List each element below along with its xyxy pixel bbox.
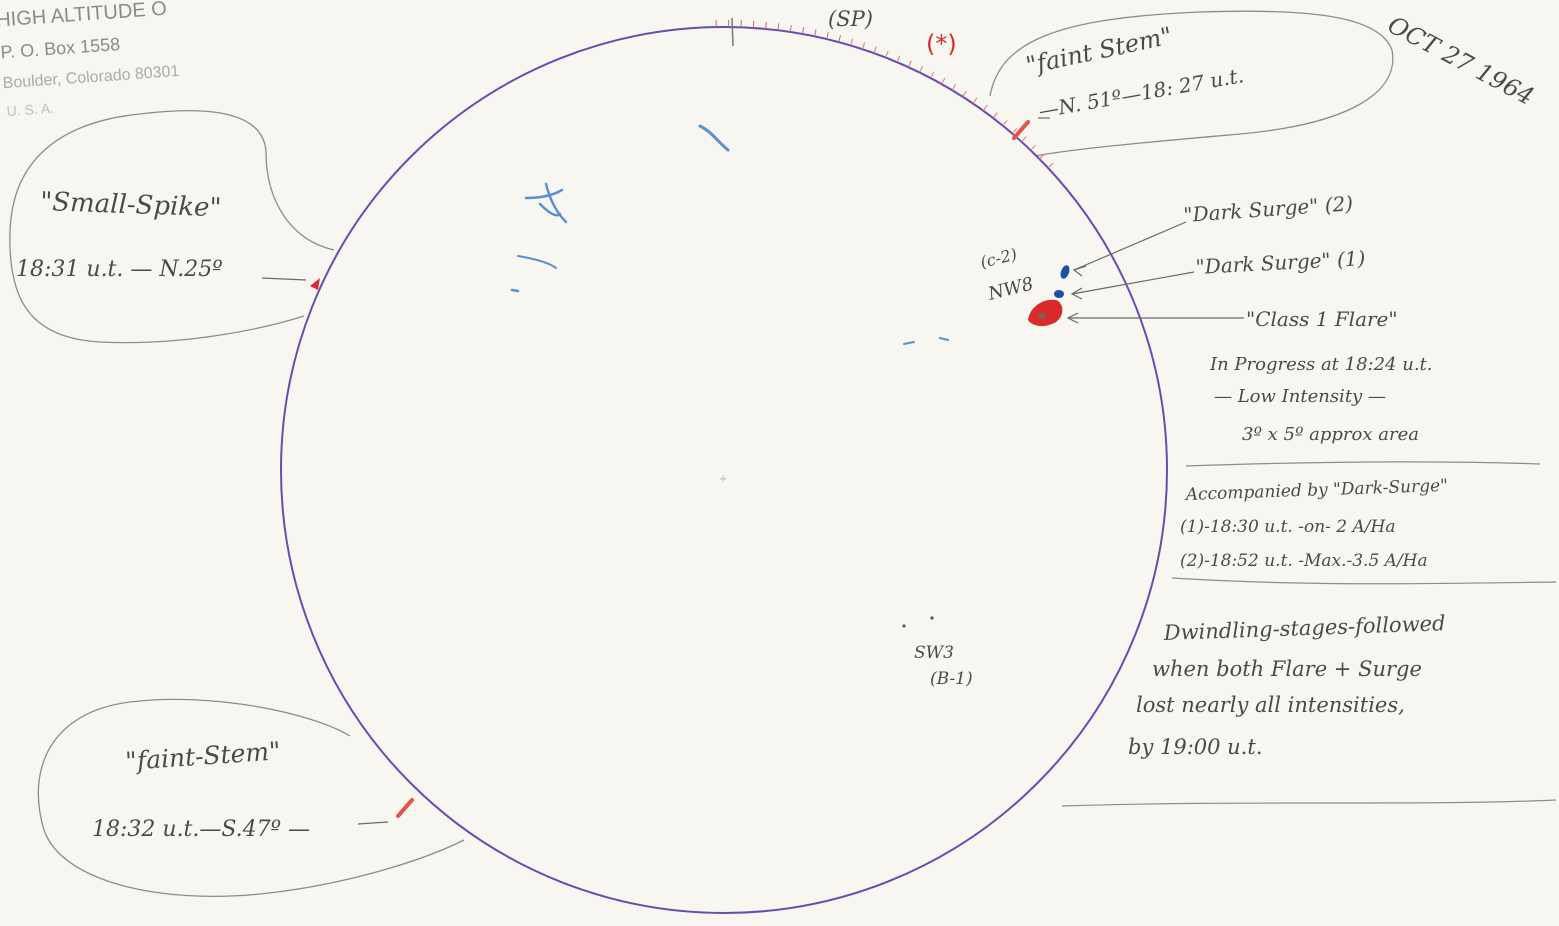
- limb-tick: [919, 65, 924, 73]
- limb-tick: [896, 55, 901, 63]
- sp-label: (SP): [828, 7, 873, 31]
- flare-detail-line-3: 3º x 5º approx area: [1242, 424, 1419, 445]
- nw8-label: NW8: [985, 273, 1035, 305]
- limb-tick: [1002, 119, 1008, 127]
- letterhead-line-3: Boulder, Colorado 80301: [2, 63, 180, 92]
- dark-surge-1-label: "Dark Surge" (1): [1195, 246, 1366, 279]
- limb-tick: [838, 35, 841, 43]
- accompanied-line-1: Accompanied by "Dark-Surge": [1183, 476, 1448, 505]
- limb-tick: [951, 84, 957, 91]
- faint-stem-north-title: "faint Stem": [1023, 22, 1174, 80]
- limb-tick: [789, 25, 792, 33]
- limb-tick: [861, 42, 866, 50]
- region-sw3-dots: [902, 616, 934, 628]
- flare-detail-line-2: — Low Intensity —: [1214, 386, 1386, 407]
- small-spike-title: "Small-Spike": [40, 187, 222, 223]
- limb-tick: [1047, 162, 1054, 169]
- filaments: [510, 124, 949, 345]
- flare-core: [1038, 313, 1046, 319]
- star-marker-label: (*): [926, 30, 957, 58]
- dark-surge-1-mark: [1054, 290, 1064, 298]
- solar-disk-limb: [280, 26, 1168, 914]
- section-rule-1: [1185, 461, 1541, 467]
- faint-stem-south-bubble: [37, 698, 465, 897]
- sw3-label: SW3: [914, 643, 954, 663]
- limb-tick: [826, 32, 829, 40]
- class1-flare-label: "Class 1 Flare": [1246, 307, 1398, 331]
- faint-stem-north-mark: [1012, 120, 1030, 140]
- flare-mark: [1028, 299, 1063, 327]
- flare-detail-line-1: In Progress at 18:24 u.t.: [1209, 354, 1433, 375]
- letterhead-line-1: HIGH ALTITUDE O: [0, 0, 167, 32]
- small-spike-mark: [310, 278, 320, 290]
- limb-tick: [982, 104, 988, 111]
- letterhead: HIGH ALTITUDE O P. O. Box 1558 Boulder, …: [0, 0, 180, 119]
- limb-hatching: [715, 19, 1054, 169]
- annotation-leaders: [261, 117, 1244, 825]
- dark-surge-2-label: "Dark Surge" (2): [1183, 191, 1354, 227]
- dwindle-line-1: Dwindling-stages-followed: [1162, 611, 1445, 645]
- sw3-code-label: (B-1): [930, 669, 973, 689]
- limb-tick: [850, 38, 854, 46]
- limb-tick: [962, 90, 967, 98]
- limb-tick: [907, 60, 912, 68]
- section-rule-3: [1061, 799, 1557, 807]
- faint-stem-south-mark: [396, 798, 414, 818]
- accompanied-line-2: (1)-18:30 u.t. -on- 2 A/Ha: [1180, 517, 1395, 537]
- limb-tick: [814, 29, 817, 37]
- limb-tick: [972, 97, 978, 104]
- dwindle-line-3: lost nearly all intensities,: [1136, 693, 1405, 717]
- limb-tick: [930, 71, 935, 79]
- section-rule-2: [1171, 577, 1557, 585]
- accompanied-line-3: (2)-18:52 u.t. -Max.-3.5 A/Ha: [1180, 551, 1428, 571]
- letterhead-line-2: P. O. Box 1558: [0, 34, 121, 62]
- faint-stem-south-title: "faint-Stem": [124, 736, 281, 776]
- small-spike-bubble: [9, 109, 335, 344]
- limb-tick: [801, 27, 805, 35]
- small-spike-detail: 18:31 u.t. — N.25º: [16, 257, 223, 282]
- disk-center-mark: +: [719, 474, 727, 485]
- dwindle-line-4: by 19:00 u.t.: [1128, 735, 1263, 759]
- limb-tick: [992, 112, 998, 119]
- nw8-code-label: (c-2): [978, 244, 1019, 271]
- faint-stem-north-detail: —N. 51º—18: 27 u.t.: [1037, 63, 1246, 123]
- limb-tick: [1021, 136, 1027, 143]
- limb-tick: [765, 21, 767, 30]
- dark-surge-2-mark: [1060, 265, 1070, 279]
- limb-tick: [1039, 153, 1045, 160]
- limb-tick: [885, 50, 889, 58]
- limb-tick: [1011, 127, 1018, 134]
- limb-tick: [873, 46, 877, 54]
- faint-stem-south-detail: 18:32 u.t.—S.47º —: [92, 817, 310, 842]
- faint-stem-north-bubble: [989, 10, 1394, 157]
- dwindle-line-2: when both Flare + Surge: [1152, 657, 1422, 681]
- observation-date: OCT 27 1964: [1383, 11, 1538, 111]
- limb-tick: [1030, 144, 1036, 151]
- limb-tick: [777, 23, 780, 31]
- north-pole-tick: [731, 17, 734, 47]
- active-region-nw8: [1028, 265, 1070, 327]
- letterhead-line-4: U. S. A.: [6, 100, 54, 119]
- limb-tick: [941, 77, 946, 85]
